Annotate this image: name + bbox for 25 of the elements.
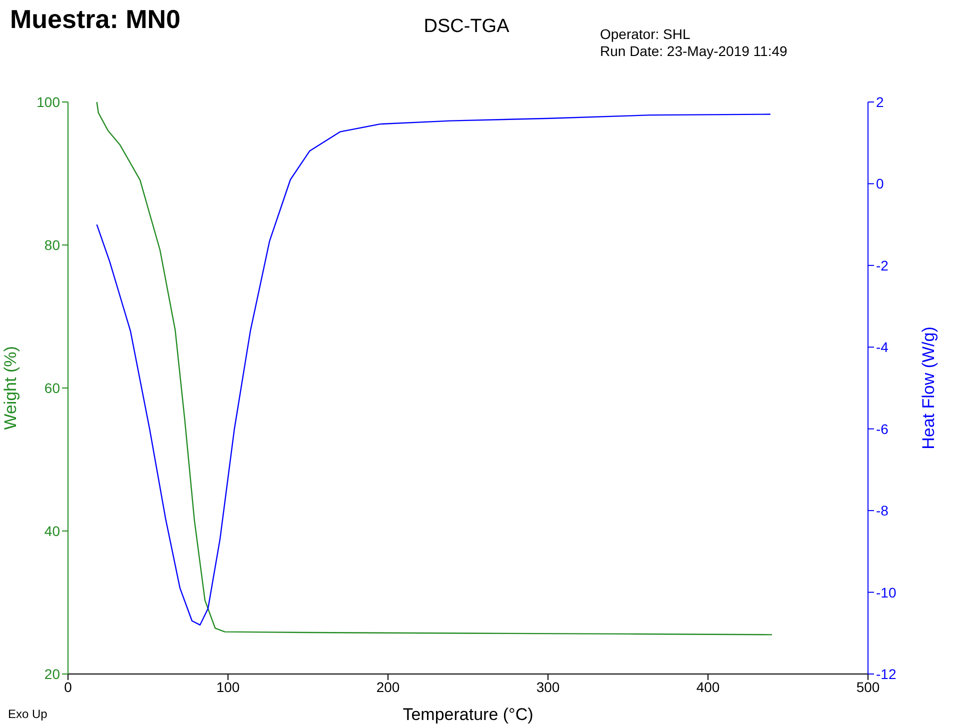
text: Run Date: 23-May-2019 11:49 xyxy=(600,43,788,60)
y2-tick-label: -10 xyxy=(876,584,896,600)
y2-tick-label: -2 xyxy=(876,257,889,274)
y-tick-label: 80 xyxy=(44,236,60,253)
chart-subtitle: DSC-TGA xyxy=(424,16,510,37)
x-tick-label: 300 xyxy=(536,678,560,695)
y2-tick-label: -8 xyxy=(876,502,889,519)
chart-title: Muestra: MN0 xyxy=(10,4,180,35)
y2-axis-title: Heat Flow (W/g) xyxy=(919,326,938,450)
y2-tick-label: -4 xyxy=(876,339,889,356)
y-tick-label: 20 xyxy=(44,666,60,682)
y-tick-label: 60 xyxy=(44,380,60,396)
y-axis-title: Weight (%) xyxy=(1,346,20,430)
x-tick-label: 400 xyxy=(696,678,720,695)
x-tick-label: 100 xyxy=(216,678,240,695)
y2-tick-label: 2 xyxy=(876,94,884,110)
text: Exo Up xyxy=(8,707,48,721)
y-tick-label: 100 xyxy=(36,94,60,110)
x-tick-label: 0 xyxy=(64,678,72,695)
y-tick-label: 40 xyxy=(44,522,60,539)
text: Operator: SHL xyxy=(600,26,692,43)
y2-tick-label: -6 xyxy=(876,420,889,437)
x-tick-label: 200 xyxy=(376,678,400,695)
x-axis-title: Temperature (°C) xyxy=(402,705,534,724)
y2-tick-label: 0 xyxy=(876,176,884,192)
